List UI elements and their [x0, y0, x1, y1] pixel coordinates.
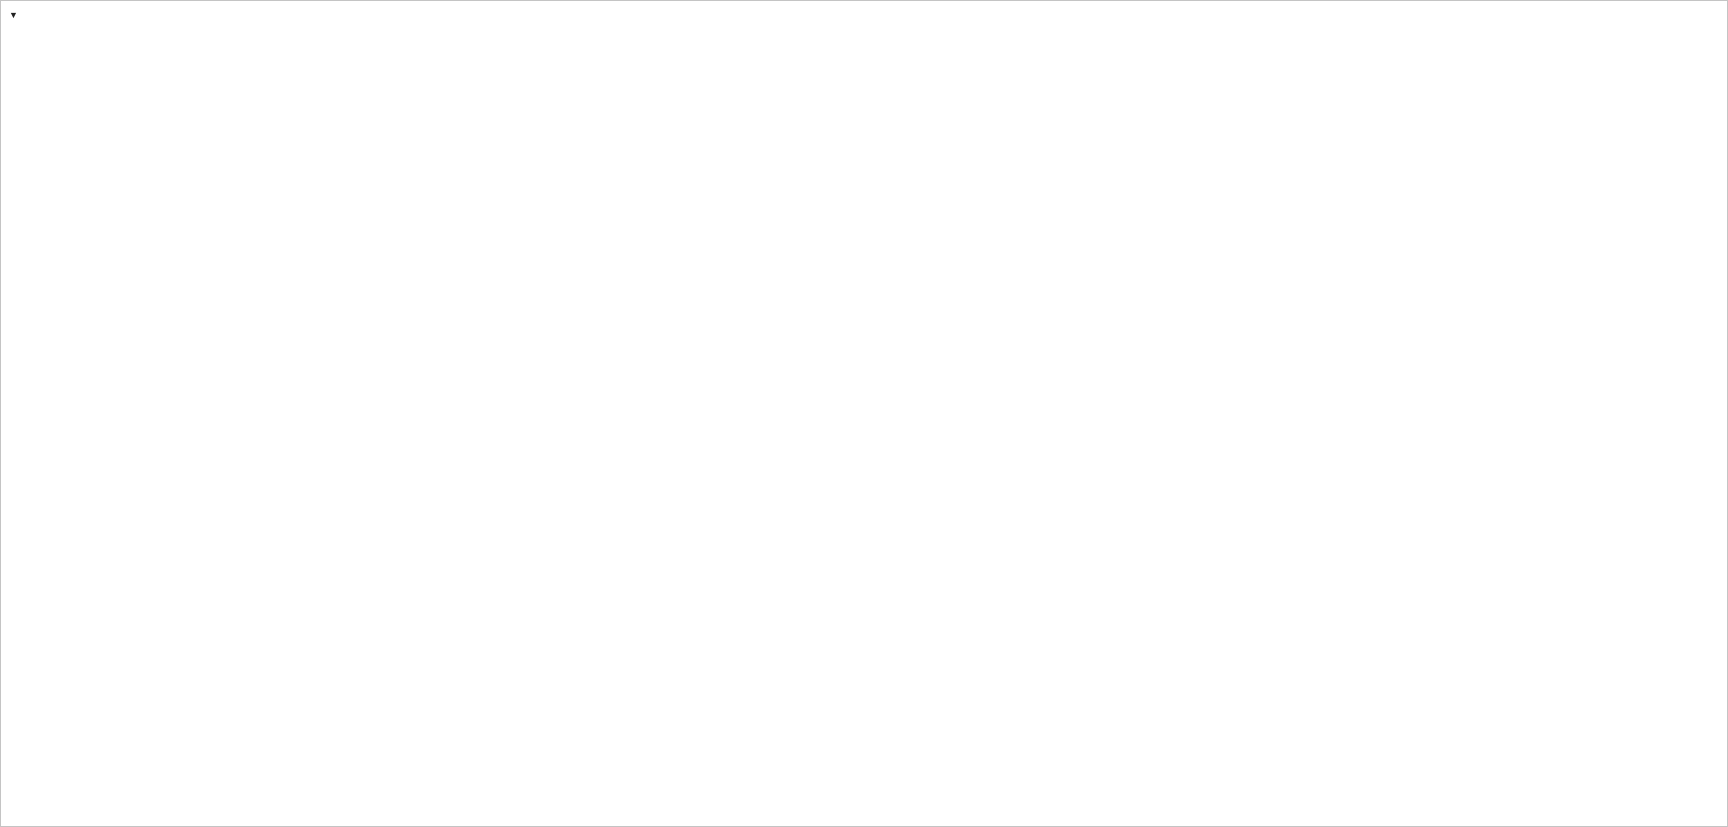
- chart-title: ▼: [9, 7, 51, 21]
- rsi-indicator-label: [8, 608, 15, 622]
- symbol-dropdown-icon[interactable]: ▼: [9, 10, 18, 20]
- macd-indicator-label: [8, 474, 22, 488]
